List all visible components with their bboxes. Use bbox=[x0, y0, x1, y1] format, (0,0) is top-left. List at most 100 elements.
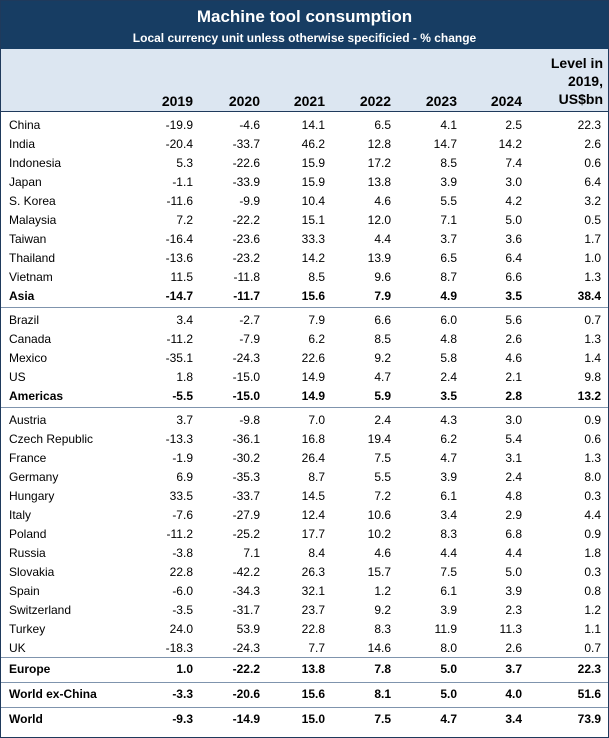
value-2023: 2.4 bbox=[440, 370, 457, 384]
value-level-2019: 38.4 bbox=[577, 289, 601, 303]
value-2022: 7.2 bbox=[374, 489, 391, 503]
table-row: Thailand -13.6 -23.2 14.2 13.9 6.5 6.4 1.0 bbox=[1, 251, 608, 269]
value-2019: -18.3 bbox=[165, 641, 193, 655]
group-divider bbox=[1, 407, 608, 408]
row-label: Thailand bbox=[9, 251, 56, 265]
value-2022: 13.8 bbox=[367, 175, 391, 189]
value-2022: 5.5 bbox=[374, 470, 391, 484]
row-label: Poland bbox=[9, 527, 47, 541]
table-row: Canada -11.2 -7.9 6.2 8.5 4.8 2.6 1.3 bbox=[1, 332, 608, 350]
value-2024: 5.0 bbox=[505, 565, 522, 579]
value-2019: -19.9 bbox=[165, 118, 193, 132]
table-row: Germany 6.9 -35.3 8.7 5.5 3.9 2.4 8.0 bbox=[1, 470, 608, 488]
value-2019: 11.5 bbox=[170, 270, 193, 284]
value-2021: 13.8 bbox=[301, 662, 325, 676]
value-2020: -2.7 bbox=[239, 313, 260, 327]
value-2024: 2.3 bbox=[505, 603, 522, 617]
value-2020: -23.2 bbox=[232, 251, 260, 265]
value-2024: 5.6 bbox=[505, 313, 522, 327]
value-level-2019: 0.6 bbox=[584, 156, 601, 170]
value-2021: 22.6 bbox=[301, 351, 325, 365]
value-2021: 33.3 bbox=[301, 232, 325, 246]
value-level-2019: 8.0 bbox=[584, 470, 601, 484]
value-2024: 2.5 bbox=[505, 118, 522, 132]
value-2023: 6.2 bbox=[440, 432, 457, 446]
value-2024: 4.2 bbox=[505, 194, 522, 208]
column-header-level-line3: US$bn bbox=[558, 91, 603, 107]
value-2022: 1.2 bbox=[374, 584, 391, 598]
value-2023: 4.1 bbox=[440, 118, 457, 132]
value-2024: 2.1 bbox=[505, 370, 522, 384]
value-2024: 7.4 bbox=[505, 156, 522, 170]
value-level-2019: 4.4 bbox=[584, 508, 601, 522]
table-row: Vietnam 11.5 -11.8 8.5 9.6 8.7 6.6 1.3 bbox=[1, 270, 608, 288]
value-2021: 8.4 bbox=[308, 546, 325, 560]
value-2019: 33.5 bbox=[169, 489, 193, 503]
column-header-level-line1: Level in bbox=[550, 55, 603, 71]
value-level-2019: 1.3 bbox=[584, 270, 601, 284]
row-label: Slovakia bbox=[9, 565, 55, 579]
table-row: China -19.9 -4.6 14.1 6.5 4.1 2.5 22.3 bbox=[1, 118, 608, 136]
value-level-2019: 0.6 bbox=[584, 432, 601, 446]
value-2020: -24.3 bbox=[232, 641, 260, 655]
row-label: Russia bbox=[9, 546, 46, 560]
table-row: World -9.3 -14.9 15.0 7.5 4.7 3.4 73.9 bbox=[1, 712, 608, 730]
row-label: Hungary bbox=[9, 489, 55, 503]
value-2021: 46.2 bbox=[301, 137, 325, 151]
value-2024: 3.4 bbox=[505, 712, 522, 726]
row-label: Indonesia bbox=[9, 156, 62, 170]
value-2024: 3.0 bbox=[505, 175, 522, 189]
value-level-2019: 0.3 bbox=[584, 489, 601, 503]
value-2019: 5.3 bbox=[176, 156, 193, 170]
value-2023: 3.7 bbox=[440, 232, 457, 246]
value-2022: 10.6 bbox=[367, 508, 391, 522]
row-label: Japan bbox=[9, 175, 42, 189]
row-label: France bbox=[9, 451, 47, 465]
value-2023: 8.5 bbox=[440, 156, 457, 170]
table-row: Indonesia 5.3 -22.6 15.9 17.2 8.5 7.4 0.6 bbox=[1, 156, 608, 174]
value-level-2019: 22.3 bbox=[577, 118, 601, 132]
value-level-2019: 0.8 bbox=[584, 584, 601, 598]
table-row: UK -18.3 -24.3 7.7 14.6 8.0 2.6 0.7 bbox=[1, 641, 608, 659]
table-row: Switzerland -3.5 -31.7 23.7 9.2 3.9 2.3 1.2 bbox=[1, 603, 608, 621]
group-divider bbox=[1, 657, 608, 658]
table-row: Turkey 24.0 53.9 22.8 8.3 11.9 11.3 1.1 bbox=[1, 622, 608, 640]
value-2019: -3.8 bbox=[172, 546, 193, 560]
table-row: India -20.4 -33.7 46.2 12.8 14.7 14.2 2.6 bbox=[1, 137, 608, 155]
value-2024: 4.6 bbox=[505, 351, 522, 365]
value-level-2019: 2.6 bbox=[584, 137, 601, 151]
row-label: Mexico bbox=[9, 351, 48, 365]
value-2020: 53.9 bbox=[236, 622, 260, 636]
value-2022: 4.4 bbox=[374, 232, 391, 246]
value-2021: 8.7 bbox=[308, 470, 325, 484]
value-level-2019: 13.2 bbox=[577, 389, 601, 403]
row-label: Vietnam bbox=[9, 270, 53, 284]
value-2021: 6.2 bbox=[308, 332, 325, 346]
value-2020: -22.2 bbox=[232, 662, 260, 676]
value-2019: -1.1 bbox=[172, 175, 193, 189]
value-2024: 6.8 bbox=[505, 527, 522, 541]
value-2021: 14.9 bbox=[301, 389, 325, 403]
value-2021: 16.8 bbox=[301, 432, 325, 446]
value-2023: 3.4 bbox=[440, 508, 457, 522]
table-row: Malaysia 7.2 -22.2 15.1 12.0 7.1 5.0 0.5 bbox=[1, 213, 608, 231]
value-2020: -27.9 bbox=[232, 508, 260, 522]
value-2021: 8.5 bbox=[308, 270, 325, 284]
row-label: Turkey bbox=[9, 622, 46, 636]
value-2020: -4.6 bbox=[239, 118, 260, 132]
value-2020: -24.3 bbox=[232, 351, 260, 365]
value-2023: 8.7 bbox=[440, 270, 457, 284]
table-row: Asia -14.7 -11.7 15.6 7.9 4.9 3.5 38.4 bbox=[1, 289, 608, 307]
value-2021: 14.5 bbox=[301, 489, 325, 503]
value-2020: -42.2 bbox=[232, 565, 260, 579]
value-2023: 3.9 bbox=[440, 175, 457, 189]
row-label: Switzerland bbox=[9, 603, 72, 617]
table-row: World ex-China -3.3 -20.6 15.6 8.1 5.0 4.0 51.6 bbox=[1, 687, 608, 705]
value-2019: -9.3 bbox=[172, 712, 193, 726]
value-2019: -35.1 bbox=[165, 351, 193, 365]
value-2019: -3.5 bbox=[172, 603, 193, 617]
value-2024: 3.5 bbox=[505, 289, 522, 303]
value-2022: 4.7 bbox=[374, 370, 391, 384]
value-2022: 6.5 bbox=[374, 118, 391, 132]
